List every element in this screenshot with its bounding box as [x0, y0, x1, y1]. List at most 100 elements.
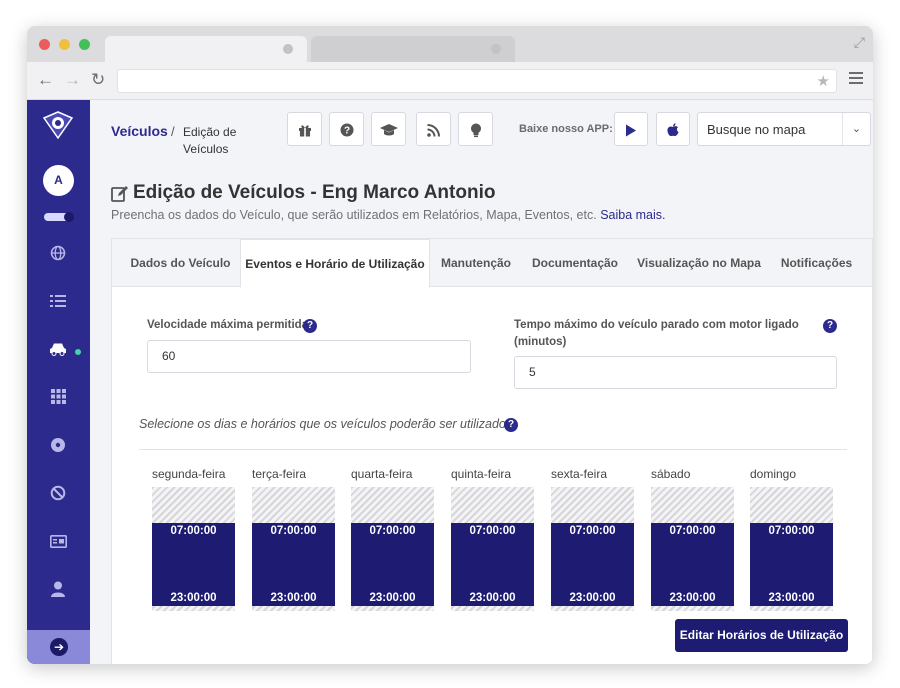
gift-button[interactable]	[287, 112, 322, 146]
tab-bar: Dados do Veículo Eventos e Horário de Ut…	[112, 239, 872, 288]
allowed-time-range[interactable]: 07:00:00 23:00:00	[351, 523, 434, 606]
end-time: 23:00:00	[669, 592, 716, 604]
end-time: 23:00:00	[369, 592, 416, 604]
tab-events-schedule[interactable]: Eventos e Horário de Utilização	[240, 239, 430, 288]
tab-map-view[interactable]: Visualização no Mapa	[637, 256, 761, 270]
day-time-bar[interactable]: 07:00:00 23:00:00	[252, 487, 335, 611]
browser-tab-inactive[interactable]	[311, 36, 515, 62]
max-speed-help-icon[interactable]: ?	[303, 319, 317, 333]
tab-notifications[interactable]: Notificações	[780, 256, 853, 270]
day-time-bar[interactable]: 07:00:00 23:00:00	[152, 487, 235, 611]
schedule-day[interactable]: sábado 07:00:00 23:00:00	[651, 467, 734, 611]
app-store-button[interactable]	[656, 112, 690, 146]
svg-text:?: ?	[343, 126, 349, 137]
day-name: sexta-feira	[551, 467, 608, 481]
allowed-time-range[interactable]: 07:00:00 23:00:00	[551, 523, 634, 606]
max-idle-input[interactable]: 5	[514, 356, 837, 389]
page-subtitle-text: Preencha os dados do Veículo, que serão …	[111, 208, 597, 222]
edit-icon	[111, 186, 128, 202]
day-time-bar[interactable]: 07:00:00 23:00:00	[750, 487, 833, 611]
schedule-day[interactable]: segunda-feira 07:00:00 23:00:00	[152, 467, 235, 611]
end-time: 23:00:00	[469, 592, 516, 604]
rss-button[interactable]	[416, 112, 451, 146]
allowed-time-range[interactable]: 07:00:00 23:00:00	[651, 523, 734, 606]
start-time: 07:00:00	[669, 525, 716, 537]
google-play-button[interactable]	[614, 112, 648, 146]
divider	[139, 449, 847, 450]
max-speed-input[interactable]: 60	[147, 340, 471, 373]
car-icon[interactable]	[47, 341, 69, 363]
disc-icon[interactable]	[47, 437, 69, 459]
max-idle-help-icon[interactable]: ?	[823, 319, 837, 333]
end-time: 23:00:00	[170, 592, 217, 604]
apple-icon	[667, 123, 679, 137]
tab-close-icon[interactable]	[491, 44, 501, 54]
day-time-bar[interactable]: 07:00:00 23:00:00	[351, 487, 434, 611]
minimize-window-button[interactable]	[59, 39, 70, 50]
rss-icon	[427, 123, 440, 137]
star-icon[interactable]: ★	[816, 73, 830, 90]
app-logo[interactable]	[40, 108, 76, 144]
help-button[interactable]: ?	[329, 112, 364, 146]
sidebar-toggle[interactable]	[44, 212, 74, 222]
list-icon[interactable]	[47, 293, 69, 315]
allowed-time-range[interactable]: 07:00:00 23:00:00	[750, 523, 833, 606]
chevron-down-icon[interactable]: ⌄	[842, 113, 870, 145]
breadcrumb-link-vehicles[interactable]: Veículos	[111, 123, 168, 139]
avatar[interactable]: A	[43, 165, 74, 196]
day-time-bar[interactable]: 07:00:00 23:00:00	[551, 487, 634, 611]
allowed-time-range[interactable]: 07:00:00 23:00:00	[451, 523, 534, 606]
forward-icon[interactable]: →	[64, 70, 81, 89]
tab-close-icon[interactable]	[283, 44, 293, 54]
reload-icon[interactable]: ↻	[91, 70, 106, 89]
start-time: 07:00:00	[270, 525, 317, 537]
edit-schedule-button[interactable]: Editar Horários de Utilização	[675, 619, 848, 652]
schedule-day[interactable]: domingo 07:00:00 23:00:00	[750, 467, 833, 611]
browser-tab-active[interactable]	[105, 36, 307, 62]
day-name: domingo	[750, 467, 797, 481]
grid-icon[interactable]	[47, 389, 69, 411]
back-icon[interactable]: ←	[37, 70, 54, 89]
start-time: 07:00:00	[569, 525, 616, 537]
end-time: 23:00:00	[768, 592, 815, 604]
schedule-day[interactable]: terça-feira 07:00:00 23:00:00	[252, 467, 335, 611]
tab-documentation[interactable]: Documentação	[531, 256, 619, 270]
expand-icon[interactable]: ⤢	[853, 34, 865, 50]
end-time: 23:00:00	[270, 592, 317, 604]
end-time: 23:00:00	[569, 592, 616, 604]
browser-window: ⤢ ← → ↻ ★ A	[27, 26, 873, 664]
allowed-time-range[interactable]: 07:00:00 23:00:00	[152, 523, 235, 606]
training-button[interactable]	[371, 112, 406, 146]
schedule-help-icon[interactable]: ?	[504, 418, 518, 432]
google-play-icon	[626, 124, 636, 137]
globe-icon[interactable]	[47, 245, 69, 267]
tab-maintenance[interactable]: Manutenção	[440, 256, 511, 270]
close-window-button[interactable]	[39, 39, 50, 50]
day-time-bar[interactable]: 07:00:00 23:00:00	[651, 487, 734, 611]
day-time-bar[interactable]: 07:00:00 23:00:00	[451, 487, 534, 611]
page-subtitle: Preencha os dados do Veículo, que serão …	[111, 208, 666, 222]
tab-vehicle-data[interactable]: Dados do Veículo	[130, 256, 231, 270]
user-icon[interactable]	[47, 581, 69, 603]
day-name: quarta-feira	[351, 467, 413, 481]
address-bar[interactable]: ★	[117, 69, 837, 93]
tips-button[interactable]	[458, 112, 493, 146]
start-time: 07:00:00	[170, 525, 217, 537]
browser-menu-icon[interactable]	[849, 72, 863, 87]
map-search-value: Busque no mapa	[707, 122, 806, 137]
vehicle-edit-card: Dados do Veículo Eventos e Horário de Ut…	[111, 238, 873, 664]
sidebar-collapse-bar[interactable]: ➔	[27, 630, 90, 664]
maximize-window-button[interactable]	[79, 39, 90, 50]
schedule-day[interactable]: quarta-feira 07:00:00 23:00:00	[351, 467, 434, 611]
arrow-right-circle-icon[interactable]: ➔	[50, 638, 68, 656]
day-name: terça-feira	[252, 467, 307, 481]
id-card-icon[interactable]	[47, 533, 69, 555]
learn-more-link[interactable]: Saiba mais.	[600, 208, 666, 222]
schedule-day[interactable]: quinta-feira 07:00:00 23:00:00	[451, 467, 534, 611]
day-name: sábado	[651, 467, 691, 481]
ban-icon[interactable]	[47, 485, 69, 507]
allowed-time-range[interactable]: 07:00:00 23:00:00	[252, 523, 335, 606]
map-search-select[interactable]: Busque no mapa ⌄	[697, 112, 871, 146]
schedule-day[interactable]: sexta-feira 07:00:00 23:00:00	[551, 467, 634, 611]
start-time: 07:00:00	[768, 525, 815, 537]
